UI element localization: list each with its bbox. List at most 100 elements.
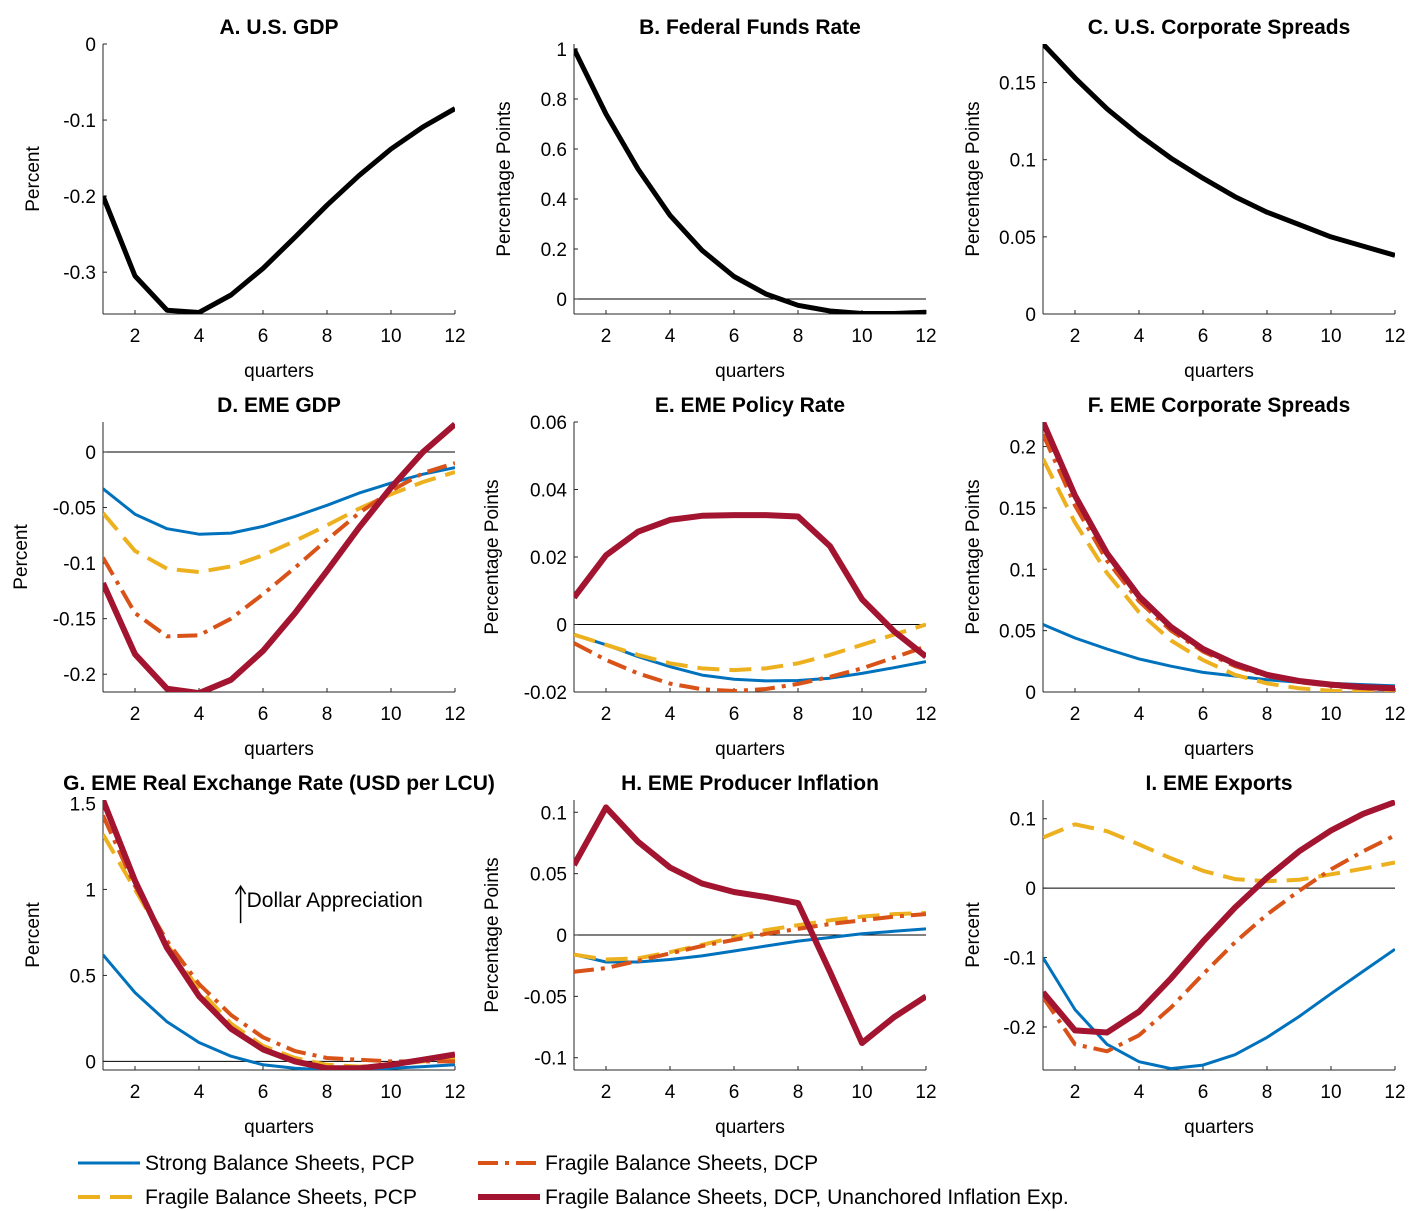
panel-a-series-line-0 [103,106,455,314]
panel-e-y-tick-label: 0.02 [530,548,567,569]
panel-h: H. EME Producer Inflation 2 4 6 8 10 12 -0.1 -0.… [482,772,937,1138]
panel-h-y-label: Percentage Points [482,857,503,1012]
panel-g-x-label: quarters [244,1117,314,1138]
panel-b-x-tick-label: 2 [601,326,612,347]
panel-e-x-tick-label: 10 [851,704,872,725]
legend-label-strong-pcp: Strong Balance Sheets, PCP [145,1152,415,1175]
panel-c-title: C. U.S. Corporate Spreads [1088,16,1351,39]
panel-g-series-line-3 [103,800,455,1070]
panel-g-x-tick-label: 12 [444,1082,465,1103]
panel-g-y-tick-label: 1 [85,880,96,901]
panel-a-x-tick-label: 12 [444,326,465,347]
panel-b-x-label: quarters [715,361,785,382]
panel-e-y-tick-label: -0.02 [524,683,567,704]
panel-e-series-line-0 [574,633,926,683]
panel-i-x-tick-label: 12 [1384,1082,1405,1103]
panel-c-series-group [1043,44,1395,258]
panel-h-x-label: quarters [715,1117,785,1138]
panel-d-y-tick-label: 0 [85,443,96,464]
panel-f-x-tick-label: 4 [1134,704,1145,725]
panel-d-x-tick-label: 2 [130,704,141,725]
panel-b-y-tick-label: 0.2 [541,240,567,261]
panel-i-series-line-0 [1043,947,1395,1070]
panel-b-x-tick-label: 4 [665,326,676,347]
panel-g-y-tick-label: 0.5 [70,966,96,987]
panel-d-y-label: Percent [11,524,32,590]
panel-g-annotation-arrowhead [234,884,247,895]
panel-c-series-line-0 [1043,44,1395,258]
panel-f-series-line-2 [1043,433,1395,692]
panel-h-y-tick-label: 0.05 [530,865,567,886]
panel-i-x-tick-label: 2 [1070,1082,1081,1103]
panel-g-series-line-1 [103,833,455,1069]
panel-c-y-label: Percentage Points [963,101,984,256]
panel-g-x-tick-label: 2 [130,1082,141,1103]
panel-i-x-tick-label: 10 [1320,1082,1341,1103]
panel-c-x-tick-label: 8 [1262,326,1273,347]
panel-a-y-tick-label: 0 [85,35,96,56]
panel-d-x-tick-label: 12 [444,704,465,725]
panel-c-y-tick-label: 0.1 [1010,151,1036,172]
panel-i-x-label: quarters [1184,1117,1254,1138]
panel-h-series-line-1 [574,910,926,962]
panel-f-x-tick-label: 6 [1198,704,1209,725]
panel-h-series-line-0 [574,927,926,964]
panel-h-x-tick-label: 2 [601,1082,612,1103]
panel-i-y-tick-label: -0.1 [1003,949,1036,970]
panel-i-x-tick-label: 6 [1198,1082,1209,1103]
panel-e-series-line-1 [574,622,926,673]
panel-h-y-tick-label: -0.05 [524,987,567,1008]
panel-g-y-tick-label: 0 [85,1052,96,1073]
panel-i-title: I. EME Exports [1145,772,1292,795]
panel-d-x-tick-label: 6 [258,704,269,725]
panel-i-y-tick-label: 0.1 [1010,810,1036,831]
panel-g-x-tick-label: 8 [322,1082,333,1103]
panel-f-x-tick-label: 2 [1070,704,1081,725]
panel-a-x-tick-label: 6 [258,326,269,347]
panel-c-x-tick-label: 2 [1070,326,1081,347]
panel-a: A. U.S. GDP 2 4 6 8 10 12 -0.3 -0.2 -0.1 0 quarters… [23,16,466,382]
panel-h-series-line-3 [574,804,926,1046]
panel-e-y-tick-label: 0.04 [530,481,567,502]
panel-f-series-line-1 [1043,457,1395,692]
panel-f: F. EME Corporate Spreads 2 4 6 8 10 12 0 0.05 0.1… [963,394,1406,760]
panel-h-x-tick-label: 4 [665,1082,676,1103]
panel-b-x-tick-label: 10 [851,326,872,347]
panel-g-series-group [103,800,455,1070]
panel-g: G. EME Real Exchange Rate (USD per LCU) 2… [23,772,495,1138]
panel-b: B. Federal Funds Rate 2 4 6 8 10 12 0 0.2 0.4 0.6 0… [494,16,937,382]
panel-e-x-tick-label: 2 [601,704,612,725]
panel-d-series-line-3 [103,422,455,692]
panel-c-x-tick-label: 10 [1320,326,1341,347]
panel-h-title: H. EME Producer Inflation [621,772,879,795]
panel-d-title: D. EME GDP [217,394,341,417]
panel-b-title: B. Federal Funds Rate [639,16,861,39]
panel-h-series-group [574,804,926,1046]
panel-e-x-tick-label: 4 [665,704,676,725]
panel-c-y-tick-label: 0.05 [999,228,1036,249]
panel-f-y-label: Percentage Points [963,479,984,634]
panel-d-x-tick-label: 4 [194,704,205,725]
panel-h-y-tick-label: -0.1 [534,1049,567,1070]
panel-a-x-tick-label: 10 [380,326,401,347]
panel-b-y-tick-label: 0.6 [541,140,567,161]
panel-f-x-label: quarters [1184,739,1254,760]
panel-d-series-line-1 [103,470,455,574]
panel-c-y-tick-label: 0 [1025,305,1036,326]
panel-i-y-tick-label: 0 [1025,879,1036,900]
panel-h-x-tick-label: 8 [793,1082,804,1103]
panel-f-y-tick-label: 0.2 [1010,438,1036,459]
panel-a-y-tick-label: -0.1 [63,111,96,132]
panel-b-y-label: Percentage Points [494,101,515,256]
panel-f-series-group [1043,422,1395,692]
panel-i-x-tick-label: 4 [1134,1082,1145,1103]
panel-h-x-tick-label: 6 [729,1082,740,1103]
panel-a-y-tick-label: -0.2 [63,187,96,208]
panel-h-x-tick-label: 12 [915,1082,936,1103]
panel-f-x-tick-label: 10 [1320,704,1341,725]
panel-i-x-tick-label: 8 [1262,1082,1273,1103]
panel-a-y-tick-label: -0.3 [63,263,96,284]
panel-g-x-tick-label: 4 [194,1082,205,1103]
panel-e-series-line-3 [574,512,926,659]
